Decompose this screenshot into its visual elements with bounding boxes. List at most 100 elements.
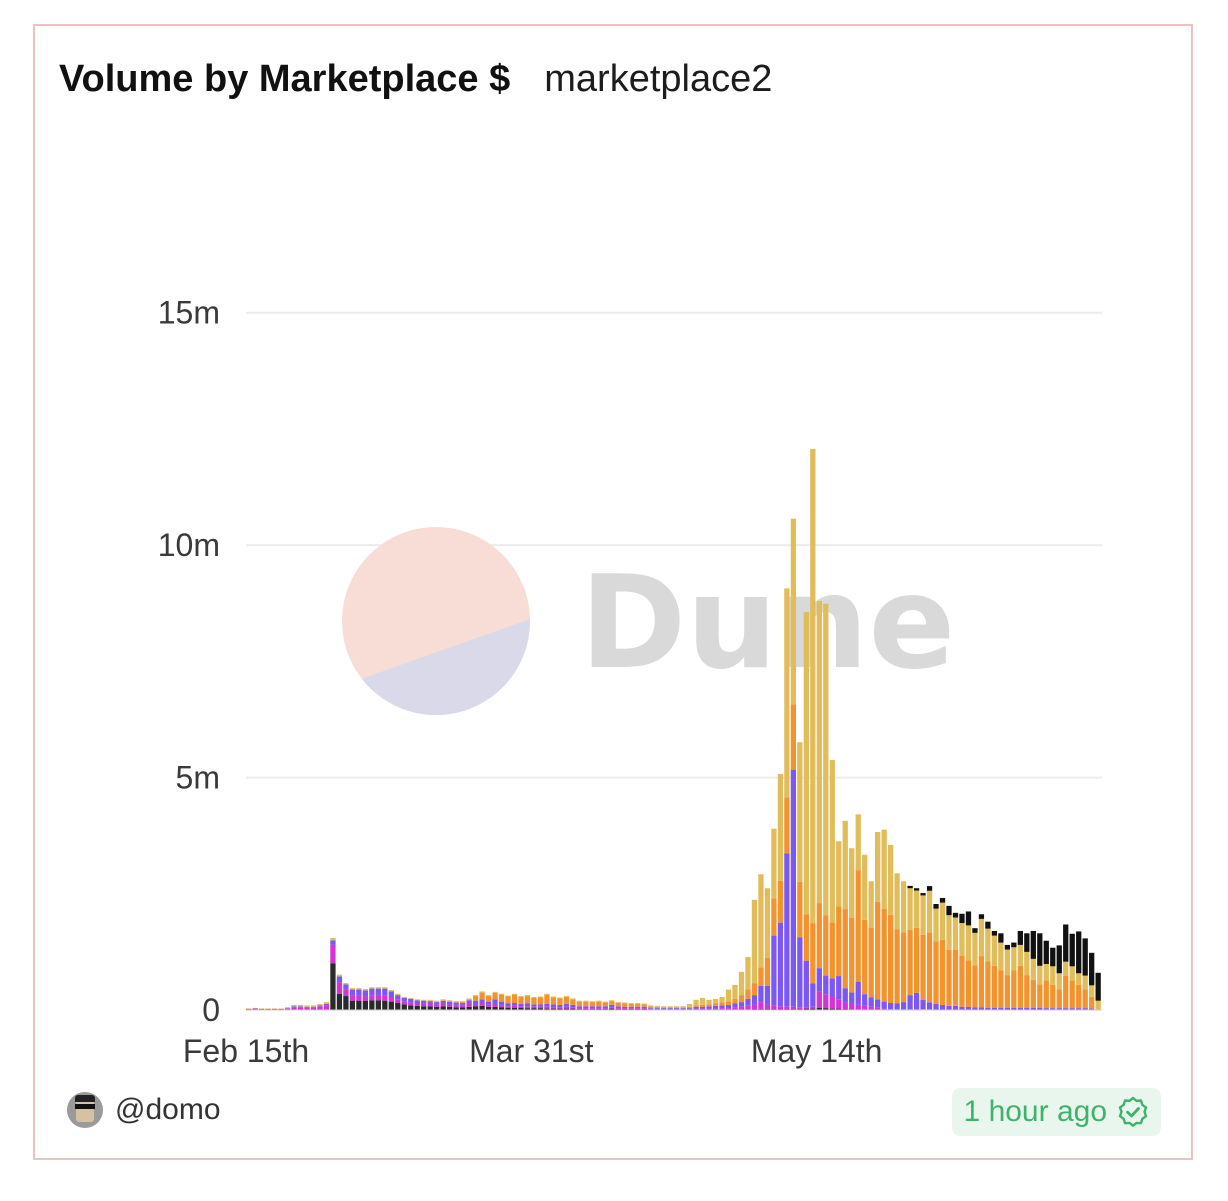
bar-segment[interactable] xyxy=(952,950,959,1006)
bar-segment[interactable] xyxy=(375,988,381,996)
bar-segment[interactable] xyxy=(907,888,913,931)
bar-segment[interactable] xyxy=(362,989,369,991)
bar-segment[interactable] xyxy=(810,1008,816,1010)
bar-segment[interactable] xyxy=(654,1009,660,1010)
bar-segment[interactable] xyxy=(823,994,829,1009)
bar-segment[interactable] xyxy=(836,1008,842,1010)
bar-segment[interactable] xyxy=(719,1005,725,1009)
bar-segment[interactable] xyxy=(414,1000,420,1004)
bar-segment[interactable] xyxy=(453,1005,459,1008)
bar-segment[interactable] xyxy=(531,1004,537,1007)
bar-segment[interactable] xyxy=(440,1003,446,1007)
bar-segment[interactable] xyxy=(485,1006,492,1010)
bar-segment[interactable] xyxy=(583,1006,589,1009)
bar-segment[interactable] xyxy=(531,997,537,1005)
bar-segment[interactable] xyxy=(862,1005,868,1010)
bar-segment[interactable] xyxy=(460,1007,466,1010)
bar-segment[interactable] xyxy=(414,1005,420,1010)
bar-segment[interactable] xyxy=(816,968,822,992)
bar-segment[interactable] xyxy=(699,1006,706,1009)
bar-segment[interactable] xyxy=(349,995,356,1001)
bar-segment[interactable] xyxy=(1011,947,1017,971)
bar-segment[interactable] xyxy=(1050,1008,1056,1010)
bar-segment[interactable] xyxy=(349,989,356,996)
bar-segment[interactable] xyxy=(939,897,946,903)
bar-segment[interactable] xyxy=(583,1001,589,1007)
bar-segment[interactable] xyxy=(1076,931,1082,974)
bar-segment[interactable] xyxy=(842,988,848,1003)
bar-segment[interactable] xyxy=(738,1006,745,1010)
bar-segment[interactable] xyxy=(557,1008,563,1010)
bar-segment[interactable] xyxy=(810,923,816,984)
bar-segment[interactable] xyxy=(1043,963,1049,981)
bar-segment[interactable] xyxy=(959,913,965,924)
bar-segment[interactable] xyxy=(615,1006,621,1009)
bar-segment[interactable] xyxy=(654,1005,660,1007)
bar-segment[interactable] xyxy=(401,1001,407,1005)
bar-segment[interactable] xyxy=(680,1009,686,1010)
bar-segment[interactable] xyxy=(725,989,732,1002)
bar-segment[interactable] xyxy=(498,1007,505,1010)
bar-segment[interactable] xyxy=(998,970,1004,1008)
bar-segment[interactable] xyxy=(855,870,861,982)
bar-segment[interactable] xyxy=(738,1002,745,1007)
bar-segment[interactable] xyxy=(1050,966,1056,985)
bar-segment[interactable] xyxy=(900,881,907,933)
bar-segment[interactable] xyxy=(661,1007,667,1009)
bar-segment[interactable] xyxy=(693,1005,699,1007)
bar-segment[interactable] xyxy=(719,1002,725,1006)
bar-segment[interactable] xyxy=(926,886,933,891)
bar-segment[interactable] xyxy=(628,1008,634,1010)
bar-segment[interactable] xyxy=(797,742,803,882)
bar-segment[interactable] xyxy=(524,1003,531,1007)
bar-segment[interactable] xyxy=(777,773,784,881)
bar-segment[interactable] xyxy=(589,1008,595,1010)
bar-segment[interactable] xyxy=(284,1008,291,1010)
bar-segment[interactable] xyxy=(952,917,959,951)
bar-segment[interactable] xyxy=(719,996,725,1003)
bar-segment[interactable] xyxy=(1063,975,1069,1009)
bar-segment[interactable] xyxy=(362,996,369,1001)
bar-segment[interactable] xyxy=(576,1006,583,1009)
bar-segment[interactable] xyxy=(602,1006,608,1009)
bar-segment[interactable] xyxy=(395,999,401,1004)
bar-segment[interactable] xyxy=(589,1002,595,1007)
bar-segment[interactable] xyxy=(823,975,829,995)
bar-segment[interactable] xyxy=(518,996,524,1004)
bar-segment[interactable] xyxy=(421,1003,427,1007)
bar-segment[interactable] xyxy=(725,1004,732,1009)
bar-segment[interactable] xyxy=(492,991,498,993)
bar-segment[interactable] xyxy=(680,1007,686,1009)
bar-segment[interactable] xyxy=(816,991,822,1008)
bar-segment[interactable] xyxy=(972,965,978,1008)
bar-segment[interactable] xyxy=(369,988,375,996)
bar-segment[interactable] xyxy=(609,1008,615,1010)
bar-segment[interactable] xyxy=(505,1007,511,1010)
bar-segment[interactable] xyxy=(991,930,998,936)
bar-segment[interactable] xyxy=(797,881,803,938)
bar-segment[interactable] xyxy=(978,914,985,919)
bar-segment[interactable] xyxy=(816,600,822,904)
bar-segment[interactable] xyxy=(563,1008,570,1010)
bar-segment[interactable] xyxy=(408,1005,414,1010)
bar-segment[interactable] xyxy=(570,999,576,1005)
bar-segment[interactable] xyxy=(466,1000,472,1004)
bar-segment[interactable] xyxy=(777,1006,784,1010)
bar-segment[interactable] xyxy=(563,996,570,997)
bar-segment[interactable] xyxy=(343,984,349,990)
bar-segment[interactable] xyxy=(550,996,557,998)
bar-segment[interactable] xyxy=(758,967,764,986)
bar-segment[interactable] xyxy=(784,797,790,854)
bar-segment[interactable] xyxy=(246,1008,252,1010)
bar-segment[interactable] xyxy=(667,1008,673,1010)
bar-segment[interactable] xyxy=(427,999,433,1001)
bar-segment[interactable] xyxy=(680,1008,686,1010)
bar-segment[interactable] xyxy=(1082,989,1088,1009)
bar-segment[interactable] xyxy=(596,1000,602,1002)
bar-segment[interactable] xyxy=(985,928,991,962)
bar-segment[interactable] xyxy=(803,1008,809,1010)
bar-segment[interactable] xyxy=(1011,970,1017,1008)
bar-segment[interactable] xyxy=(926,890,933,933)
bar-segment[interactable] xyxy=(635,1003,641,1004)
bar-segment[interactable] xyxy=(777,880,784,923)
